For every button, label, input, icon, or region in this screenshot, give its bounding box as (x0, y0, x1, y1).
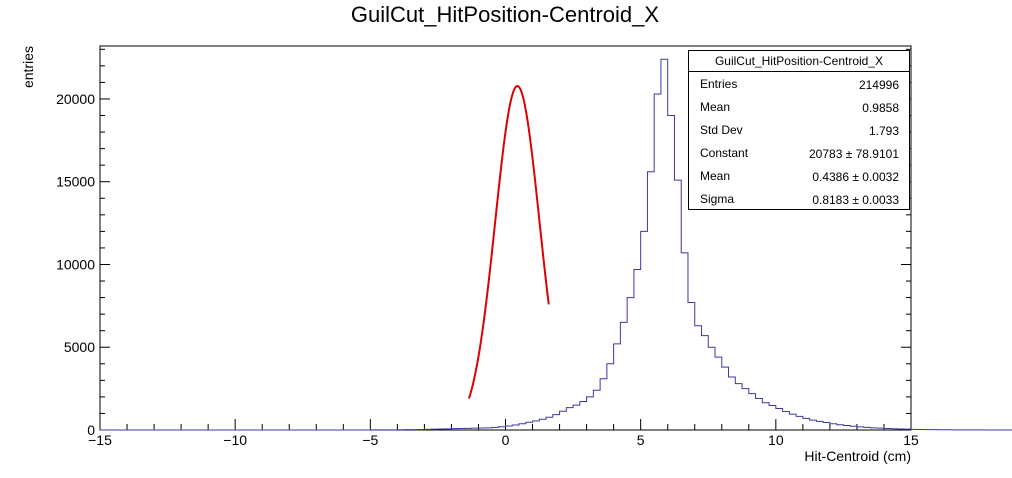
stats-value: 0.4386 ± 0.0032 (812, 170, 899, 184)
stats-value: 214996 (858, 78, 899, 92)
x-tick-label: 15 (903, 432, 919, 448)
stats-row-sigma: Sigma 0.8183 ± 0.0033 (689, 187, 909, 210)
y-axis-tick-labels: 0 5000 10000 15000 20000 (56, 91, 95, 438)
y-tick-label: 15000 (56, 174, 95, 190)
stats-title: GuilCut_HitPosition-Centroid_X (689, 51, 909, 72)
y-tick-label: 10000 (56, 256, 95, 272)
x-axis-tick-labels: −15 −10 −5 0 5 10 15 (88, 432, 919, 448)
stats-row-mean: Mean 0.9858 (689, 95, 909, 118)
x-tick-label: −5 (362, 432, 378, 448)
stats-row-std-dev: Std Dev 1.793 (689, 118, 909, 141)
stats-label: Sigma (700, 192, 735, 206)
x-tick-label: 0 (502, 432, 510, 448)
y-tick-label: 5000 (64, 339, 95, 355)
stats-row-fit-mean: Mean 0.4386 ± 0.0032 (689, 164, 909, 187)
x-tick-label: 10 (768, 432, 784, 448)
gaussian-fit-curve (468, 84, 550, 399)
chart-title: GuilCut_HitPosition-Centroid_X (351, 2, 659, 27)
x-axis-ticks (99, 419, 912, 430)
stats-value: 0.9858 (862, 101, 899, 115)
histogram-series (100, 58, 1012, 431)
y-tick-label: 0 (87, 422, 95, 438)
stats-value: 20783 ± 78.9101 (809, 147, 899, 161)
stats-box: GuilCut_HitPosition-Centroid_X Entries 2… (688, 50, 910, 210)
stats-label: Constant (700, 146, 749, 160)
x-tick-label: 5 (637, 432, 645, 448)
x-axis-label: Hit-Centroid (cm) (804, 448, 911, 464)
stats-label: Std Dev (700, 123, 743, 137)
stats-value: 0.8183 ± 0.0033 (812, 193, 899, 207)
stats-row-constant: Constant 20783 ± 78.9101 (689, 141, 909, 164)
stats-label: Mean (700, 100, 731, 114)
x-tick-label: −10 (223, 432, 247, 448)
y-axis-label: entries (20, 46, 36, 88)
y-tick-label: 20000 (56, 91, 95, 107)
stats-label: Mean (700, 169, 731, 183)
stats-row-entries: Entries 214996 (689, 72, 909, 95)
x-tick-label: −15 (88, 432, 112, 448)
stats-label: Entries (700, 77, 738, 91)
stats-value: 1.793 (868, 124, 899, 138)
